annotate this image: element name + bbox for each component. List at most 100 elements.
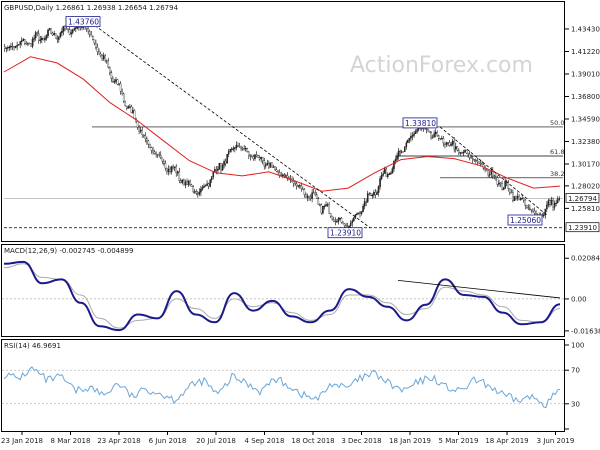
candle-body xyxy=(374,192,377,195)
price-tags: 1.26794 1.23910 xyxy=(565,193,600,232)
candle-body xyxy=(295,183,298,187)
candle-body xyxy=(385,168,388,177)
candle-body xyxy=(104,55,106,61)
candle-body xyxy=(98,51,100,55)
candle-body xyxy=(207,183,210,187)
candle-body xyxy=(394,159,397,162)
candle-body xyxy=(397,150,400,157)
candle-body xyxy=(414,131,417,134)
x-tick-label: 8 Mar 2018 xyxy=(51,437,91,445)
candle-body xyxy=(365,201,367,203)
candle-body xyxy=(447,142,449,144)
candle-body xyxy=(198,191,201,195)
candle-body xyxy=(146,138,148,142)
candle-body xyxy=(407,140,409,144)
candle-body xyxy=(515,196,517,199)
candle-body xyxy=(404,146,406,152)
x-tick-label: 18 Oct 2018 xyxy=(291,437,334,445)
candle-body xyxy=(44,38,46,41)
candle-body xyxy=(249,155,252,157)
candle-body xyxy=(150,147,153,151)
candle-body xyxy=(87,28,89,32)
candle-body xyxy=(271,162,273,168)
candle-body xyxy=(556,199,559,204)
candle-body xyxy=(529,208,531,210)
candle-body xyxy=(99,53,102,56)
candle-body xyxy=(224,161,227,164)
candle-body xyxy=(416,129,418,132)
price-y-tick-label: 1.36800 xyxy=(571,93,600,101)
candle-body xyxy=(428,131,431,133)
candle-body xyxy=(317,198,320,205)
watermark: ActionForex.com xyxy=(350,53,533,78)
candle-body xyxy=(366,193,369,203)
candle-body xyxy=(220,162,222,171)
candle-body xyxy=(227,151,230,155)
rsi-y-tick-label: 70 xyxy=(571,367,580,375)
candle-body xyxy=(456,146,459,151)
candle-body xyxy=(90,34,93,37)
candle-body xyxy=(20,40,23,42)
candle-body xyxy=(101,55,103,59)
candle-body xyxy=(143,134,145,136)
candle-body xyxy=(465,150,468,154)
candle-body xyxy=(16,45,18,47)
candle-body xyxy=(192,186,194,192)
annotation-box xyxy=(402,117,438,129)
rsi-header: RSI(14) 46.9691 xyxy=(4,342,61,350)
candle-body xyxy=(549,200,551,205)
price-y-axis: 1.43430 1.41220 1.39010 1.36800 1.34590 1.323… xyxy=(565,25,600,213)
candle-body xyxy=(209,179,211,187)
candle-body xyxy=(64,25,66,29)
annotation-label: 1.43760 xyxy=(68,18,99,27)
candle-body xyxy=(336,221,338,223)
candle-body xyxy=(521,198,523,200)
candle-body xyxy=(76,27,79,29)
x-tick-label: 4 Sep 2018 xyxy=(245,437,285,445)
candle-body xyxy=(475,159,477,161)
trendlines xyxy=(94,25,549,229)
candle-body xyxy=(115,79,117,82)
candle-body xyxy=(400,151,403,153)
candle-body xyxy=(427,129,429,132)
annotation-label: 1.23910 xyxy=(330,229,361,238)
candle-body xyxy=(535,212,537,215)
candle-body xyxy=(319,204,321,206)
candle-body xyxy=(251,156,253,158)
candle-body xyxy=(73,28,76,31)
candle-body xyxy=(132,110,134,113)
candle-body xyxy=(121,91,123,94)
candle-body xyxy=(510,192,513,194)
candle-body xyxy=(257,155,259,158)
candle-body xyxy=(34,32,37,39)
candle-body xyxy=(553,203,556,208)
candle-body xyxy=(532,209,534,212)
candle-body xyxy=(244,148,247,150)
candle-body xyxy=(487,170,489,176)
candle-body xyxy=(136,121,139,128)
candle-body xyxy=(434,132,437,134)
candle-body xyxy=(11,45,14,48)
candle-body xyxy=(552,200,554,208)
candle-body xyxy=(379,178,381,187)
candle-body xyxy=(303,189,306,195)
downtrend-line xyxy=(94,25,371,229)
candle-body xyxy=(175,166,177,174)
candle-body xyxy=(492,170,494,177)
candle-body xyxy=(504,180,506,189)
candle-body xyxy=(33,37,35,40)
candle-body xyxy=(53,33,55,36)
candle-body xyxy=(184,181,187,186)
candle-body xyxy=(393,160,395,169)
candle-body xyxy=(543,214,545,217)
candle-body xyxy=(118,83,120,85)
candle-body xyxy=(48,28,51,31)
candle-body xyxy=(272,166,275,168)
candle-body xyxy=(158,154,160,156)
candle-body xyxy=(462,152,465,154)
macd-trendline xyxy=(397,279,561,299)
candle-body xyxy=(448,142,451,146)
candle-body xyxy=(127,106,130,109)
candle-body xyxy=(388,173,391,175)
candle-body xyxy=(172,166,174,168)
